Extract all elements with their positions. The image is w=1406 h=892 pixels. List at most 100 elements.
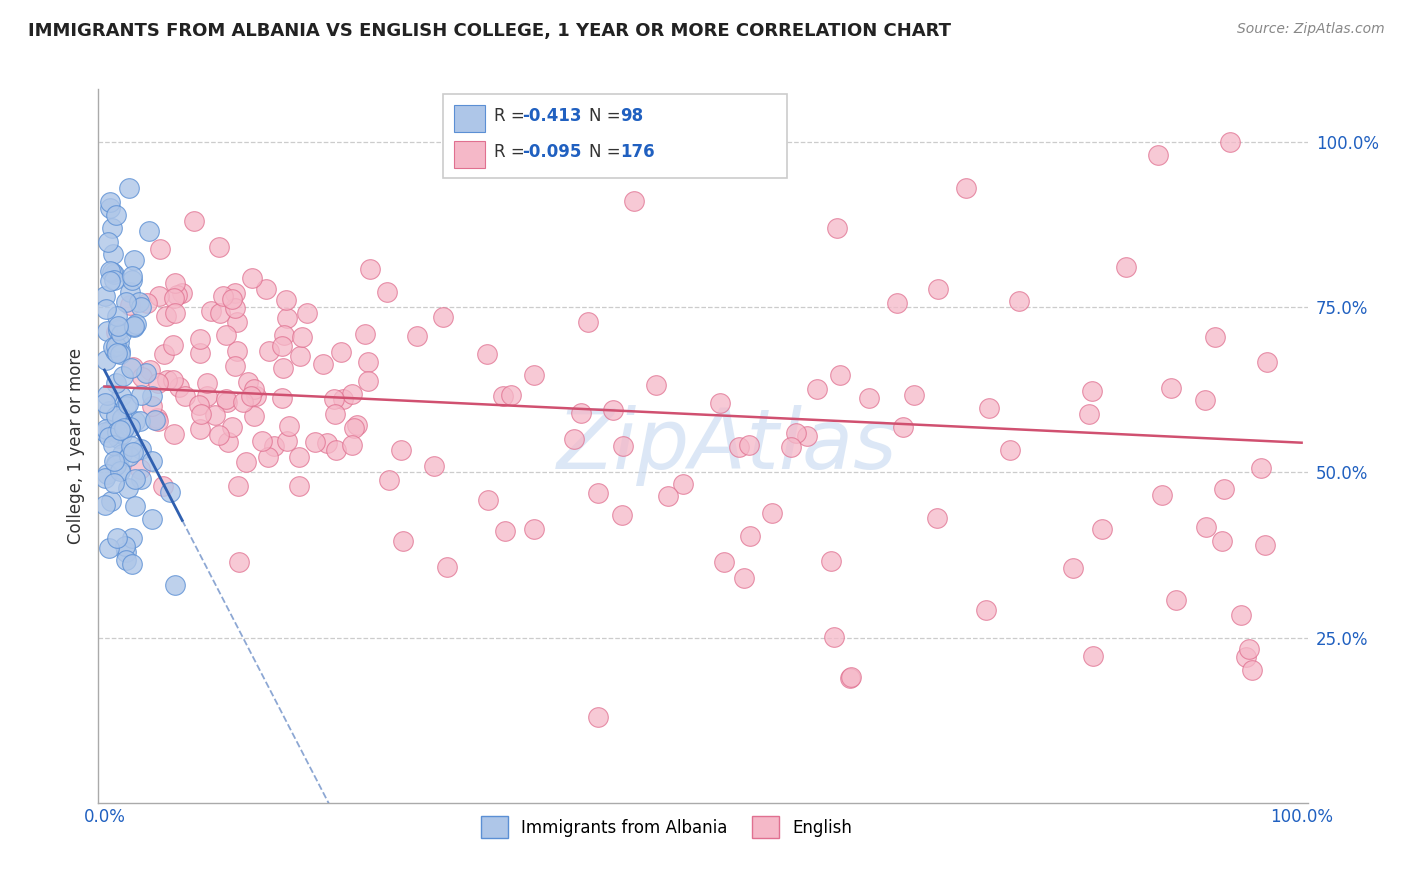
Point [122, 252, 145, 267]
Point [1254, 538, 1277, 552]
Point [156, 373, 179, 387]
Point [105, 346, 128, 360]
Point [825, 220, 848, 235]
Point [672, 476, 695, 491]
Point [323, 407, 346, 421]
Point [228, 555, 250, 569]
Point [602, 403, 624, 417]
Point [101, 247, 124, 261]
Point [208, 240, 231, 254]
Point [159, 485, 181, 500]
Point [165, 277, 187, 291]
Point [100, 221, 122, 235]
Point [332, 392, 354, 407]
Point [886, 296, 908, 310]
Point [1081, 384, 1104, 399]
Point [477, 492, 499, 507]
Point [97, 404, 120, 418]
Point [1212, 482, 1234, 496]
Point [98, 424, 121, 438]
Point [110, 346, 132, 360]
Point [124, 318, 146, 333]
Point [927, 282, 949, 296]
Point [104, 339, 127, 353]
Point [103, 267, 125, 281]
Point [623, 194, 645, 208]
Point [215, 328, 238, 343]
Point [436, 560, 458, 574]
Point [492, 389, 515, 403]
Point [135, 296, 157, 310]
Point [129, 388, 152, 402]
Point [806, 382, 828, 396]
Point [124, 472, 146, 486]
Point [226, 315, 249, 329]
Point [733, 571, 755, 585]
Point [738, 438, 761, 452]
Point [257, 343, 280, 358]
Point [131, 472, 153, 486]
Point [129, 300, 152, 314]
Point [105, 325, 128, 339]
Point [190, 345, 212, 359]
Point [569, 406, 592, 420]
Point [118, 449, 141, 463]
Point [586, 486, 609, 500]
Point [212, 288, 235, 302]
Point [858, 391, 880, 405]
Point [110, 343, 132, 358]
Point [101, 340, 124, 354]
Point [100, 494, 122, 508]
Text: R =: R = [494, 107, 530, 125]
Point [148, 289, 170, 303]
Point [98, 430, 121, 444]
Point [138, 224, 160, 238]
Point [588, 710, 610, 724]
Point [163, 292, 186, 306]
Point [839, 670, 862, 684]
Point [94, 353, 117, 368]
Point [232, 395, 254, 409]
Point [501, 388, 523, 402]
Point [121, 531, 143, 545]
Point [576, 315, 599, 329]
Point [98, 274, 121, 288]
Point [1090, 522, 1112, 536]
Point [122, 360, 145, 375]
Point [118, 420, 141, 434]
Point [312, 357, 335, 371]
Point [242, 409, 264, 423]
Point [209, 305, 232, 319]
Point [254, 283, 277, 297]
Point [141, 389, 163, 403]
Point [728, 440, 751, 454]
Text: N =: N = [589, 107, 626, 125]
Point [115, 552, 138, 566]
Text: -0.095: -0.095 [522, 143, 581, 161]
Point [121, 273, 143, 287]
Point [612, 438, 634, 452]
Point [391, 533, 413, 548]
Point [322, 392, 344, 407]
Point [325, 442, 347, 457]
Point [477, 347, 499, 361]
Point [1164, 592, 1187, 607]
Point [172, 286, 194, 301]
Text: N =: N = [589, 143, 626, 161]
Point [221, 420, 243, 434]
Point [188, 398, 211, 412]
Point [108, 423, 131, 437]
Point [610, 508, 633, 523]
Point [1234, 650, 1257, 665]
Point [94, 499, 117, 513]
Point [998, 443, 1021, 458]
Point [1062, 561, 1084, 575]
Point [838, 671, 860, 685]
Point [104, 458, 127, 472]
Point [240, 271, 263, 285]
Point [100, 201, 122, 215]
Point [115, 294, 138, 309]
Point [200, 304, 222, 318]
Point [224, 285, 246, 300]
Point [1115, 260, 1137, 275]
